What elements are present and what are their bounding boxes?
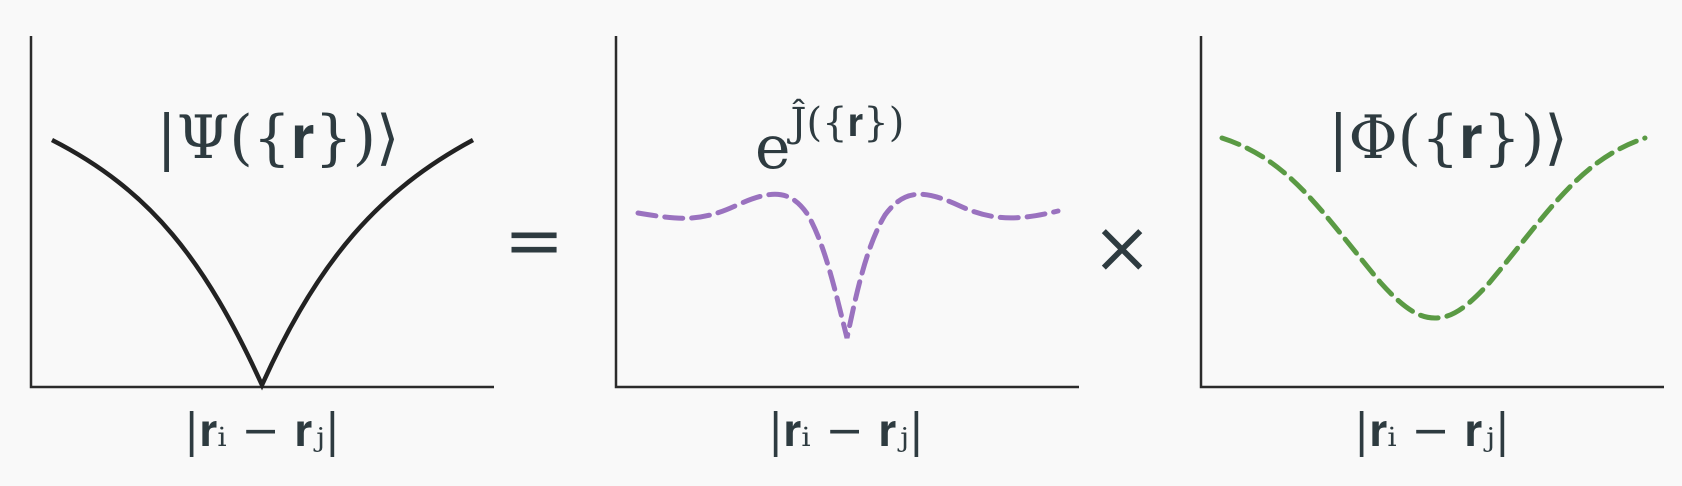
panel-jastrow-title-exponent: Ĵ({𝐫}): [787, 99, 905, 146]
panel-phi-xlabel: |𝐫ᵢ − 𝐫ⱼ|: [1354, 403, 1510, 457]
panel-jastrow-title: eĴ({𝐫}): [755, 99, 904, 183]
panel-phi-axes: [1199, 36, 1664, 389]
panel-jastrow-title-base: e: [755, 113, 791, 183]
panel-psi-xlabel: |𝐫ᵢ − 𝐫ⱼ|: [184, 403, 340, 457]
panel-jastrow-axes: [614, 36, 1079, 389]
panel-phi: |Φ({𝐫})⟩ |𝐫ᵢ − 𝐫ⱼ|: [1199, 36, 1664, 457]
panel-jastrow: eĴ({𝐫}) |𝐫ᵢ − 𝐫ⱼ|: [614, 36, 1079, 457]
panel-phi-curve: [1219, 135, 1648, 321]
panel-jastrow-xlabel: |𝐫ᵢ − 𝐫ⱼ|: [768, 403, 924, 457]
panel-psi-curve: [50, 137, 475, 391]
panel-psi: |Ψ({𝐫})⟩ |𝐫ᵢ − 𝐫ⱼ|: [29, 36, 494, 457]
panel-psi-axes: [29, 36, 494, 389]
panel-phi-title: |Φ({𝐫})⟩: [1328, 103, 1568, 173]
times-operator: ×: [1092, 205, 1152, 289]
panel-jastrow-curve: [635, 191, 1061, 339]
panel-psi-title: |Ψ({𝐫})⟩: [157, 103, 400, 173]
equals-operator: =: [504, 198, 564, 282]
